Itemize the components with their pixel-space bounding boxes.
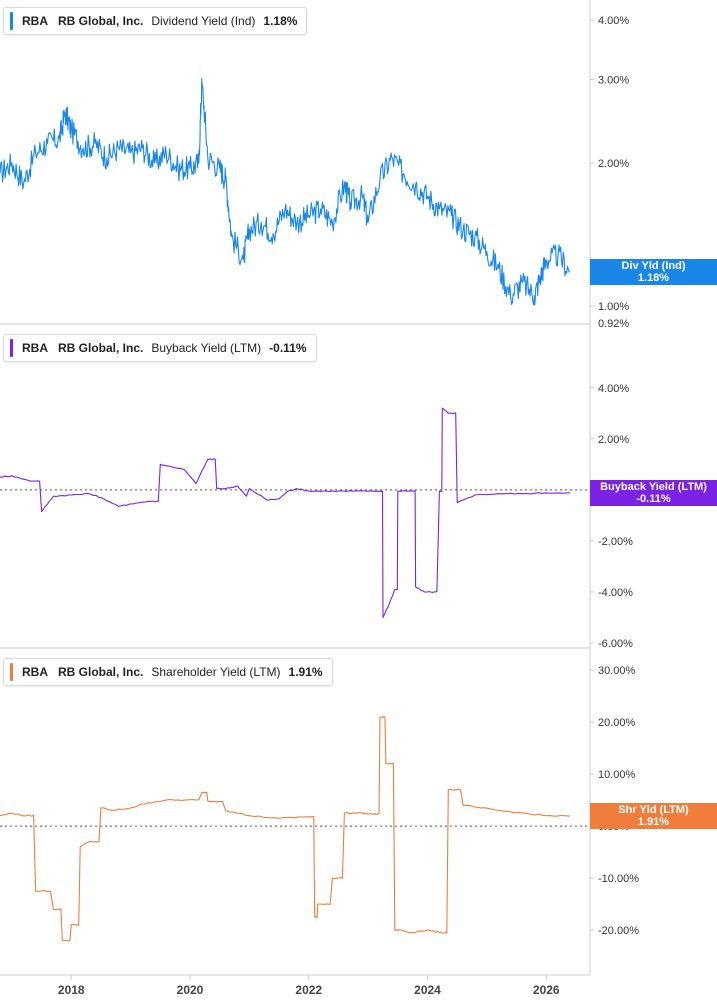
y-tick-label: 3.00% (598, 74, 629, 86)
legend-metric: Dividend Yield (Ind) (151, 14, 256, 28)
x-tick-label: 2018 (58, 983, 85, 997)
y-tick-label: -20.00% (598, 925, 639, 937)
y-tick-label: 2.00% (598, 434, 629, 446)
y-tick-label: 2.00% (598, 158, 629, 170)
y-axis-ticks: 4.00% 3.00% 2.00% 1.00% 0.92% 4.00% 2.00% -2.00… (590, 15, 639, 937)
legend-ticker: RBA (22, 665, 48, 679)
value-tag-buyback: Buyback Yield (LTM) -0.11% (590, 479, 717, 506)
legend-dividend[interactable]: RBA RB Global, Inc. Dividend Yield (Ind)… (3, 7, 308, 35)
y-tick-label: 4.00% (598, 15, 629, 27)
series-line-dividend (0, 78, 571, 306)
y-tick-label: 10.00% (598, 769, 636, 781)
x-axis: 2018 2020 2022 2024 2026 (58, 975, 560, 997)
legend-swatch-dividend (10, 12, 13, 30)
y-tick-label: -10.00% (598, 873, 639, 885)
panel-separators (0, 0, 591, 976)
legend-metric: Shareholder Yield (LTM) (151, 665, 281, 679)
legend-ticker: RBA (22, 341, 48, 355)
y-tick-label-min: 0.92% (598, 318, 629, 330)
series-line-shareholder (0, 715, 571, 942)
y-tick-label: 4.00% (598, 383, 629, 395)
value-tag-label: Div Yld (Ind) (621, 259, 686, 272)
legend-value: -0.11% (269, 341, 307, 355)
legend-metric: Buyback Yield (LTM) (151, 341, 262, 355)
value-tag-label: Buyback Yield (LTM) (600, 480, 707, 493)
legend-ticker: RBA (22, 14, 48, 28)
legend-shareholder[interactable]: RBA RB Global, Inc. Shareholder Yield (L… (3, 658, 333, 686)
y-tick-label: -4.00% (598, 587, 633, 599)
value-tag-label: Shr Yld (LTM) (618, 804, 689, 817)
x-tick-label: 2024 (414, 983, 441, 997)
value-tag-value: 1.91% (637, 816, 670, 829)
value-tag-value: 1.18% (637, 271, 670, 284)
x-tick-label: 2022 (295, 983, 322, 997)
legend-swatch-shareholder (10, 663, 13, 681)
value-tag-value: -0.11% (636, 492, 671, 505)
y-tick-label: -2.00% (598, 536, 633, 548)
legend-buyback[interactable]: RBA RB Global, Inc. Buyback Yield (LTM) … (3, 334, 317, 362)
legend-company: RB Global, Inc. (58, 665, 144, 679)
legend-swatch-buyback (10, 339, 13, 357)
value-tag-dividend: Div Yld (Ind) 1.18% (590, 258, 717, 285)
y-tick-label: 30.00% (598, 665, 636, 677)
legend-company: RB Global, Inc. (58, 14, 144, 28)
y-tick-label: 20.00% (598, 717, 636, 729)
legend-value: 1.18% (263, 14, 298, 28)
series-line-buyback (0, 407, 571, 619)
y-tick-label: -6.00% (598, 638, 633, 650)
x-tick-label: 2026 (533, 983, 560, 997)
y-tick-label: 1.00% (598, 301, 629, 313)
legend-value: 1.91% (288, 665, 323, 679)
legend-company: RB Global, Inc. (58, 341, 144, 355)
value-tag-shareholder: Shr Yld (LTM) 1.91% (590, 803, 717, 830)
series-layer (0, 78, 571, 942)
x-tick-label: 2020 (177, 983, 204, 997)
